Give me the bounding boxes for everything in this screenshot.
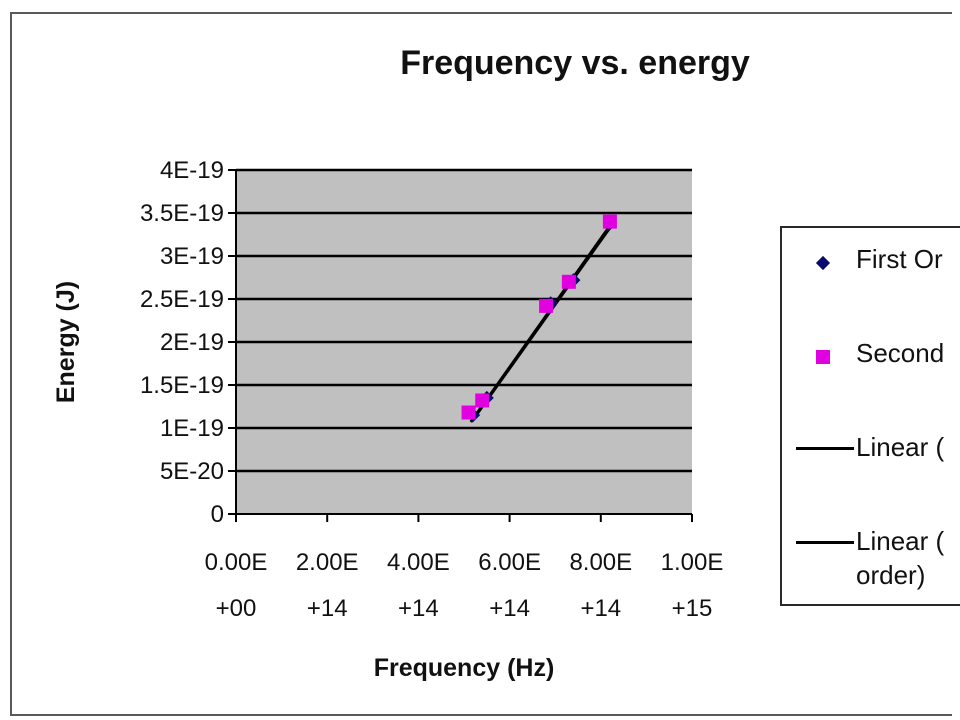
data-point-second-order — [602, 214, 617, 229]
legend-label: Linear ( — [856, 432, 945, 462]
legend-label: Linear ( order) — [856, 526, 945, 590]
legend-label: Second — [856, 338, 945, 368]
y-tick-label: 1.5E-19 — [140, 372, 224, 399]
x-tick-label: +00 — [216, 595, 257, 622]
data-point-second-order — [461, 405, 476, 420]
x-axis-title: Frequency (Hz) — [374, 654, 555, 682]
x-tick-label: 1.00E — [661, 549, 724, 576]
x-tick-label: 0.00E — [205, 549, 268, 576]
data-point-second-order — [475, 393, 490, 408]
y-tick-label: 0 — [211, 501, 224, 528]
x-tick-label: 6.00E — [478, 549, 541, 576]
data-point-second-order — [561, 274, 576, 289]
x-tick-label: +14 — [307, 595, 348, 622]
line-marker-icon — [796, 541, 854, 544]
y-tick-label: 3E-19 — [160, 243, 224, 270]
legend-label: First Or — [856, 244, 943, 274]
y-axis-title: Energy (J) — [52, 281, 80, 403]
x-tick-label: 2.00E — [296, 549, 359, 576]
x-tick-label: 4.00E — [387, 549, 450, 576]
y-tick-label: 4E-19 — [160, 157, 224, 184]
x-tick-label: +15 — [672, 595, 713, 622]
x-tick-label: +14 — [398, 595, 439, 622]
data-point-second-order — [539, 298, 554, 313]
legend: First Or Second Linear ( Linear ( order) — [780, 226, 960, 606]
x-tick-label: 8.00E — [569, 549, 632, 576]
trendline — [471, 226, 612, 421]
line-marker-icon — [796, 447, 854, 450]
y-tick-label: 2.5E-19 — [140, 286, 224, 313]
square-marker-icon — [816, 350, 830, 364]
y-tick-label: 1E-19 — [160, 415, 224, 442]
chart-title: Frequency vs. energy — [400, 44, 750, 82]
y-tick-label: 3.5E-19 — [140, 200, 224, 227]
y-tick-label: 5E-20 — [160, 458, 224, 485]
diamond-marker-icon — [815, 255, 831, 271]
x-tick-label: +14 — [580, 595, 621, 622]
x-tick-label: +14 — [489, 595, 530, 622]
y-tick-label: 2E-19 — [160, 329, 224, 356]
